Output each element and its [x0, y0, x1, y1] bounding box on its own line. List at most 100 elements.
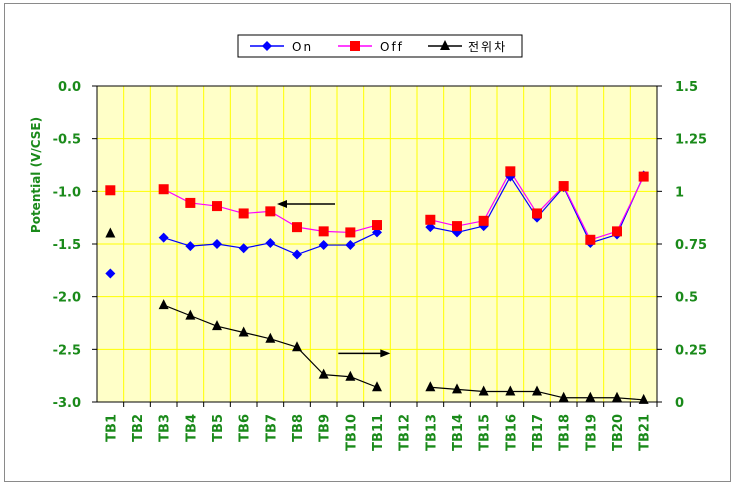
data-point-off [452, 221, 462, 232]
data-point-diff [185, 309, 196, 320]
data-point-diff [612, 391, 622, 402]
series-line-on [350, 231, 378, 246]
data-point-diff [452, 383, 462, 394]
series-line-diff [323, 374, 351, 378]
data-point-on [105, 268, 116, 279]
series-line-on [216, 243, 244, 249]
data-point-diff [345, 370, 356, 381]
y-axis-title: Potential (V/CSE) [29, 117, 43, 233]
data-point-diff [292, 341, 302, 352]
series-line-diff [270, 338, 298, 348]
legend-label-off: Off [380, 40, 404, 54]
data-point-on [318, 240, 329, 251]
series-line-on [163, 237, 191, 247]
y2-tick-label: 1 [675, 185, 684, 200]
x-tick-label: TB10 [344, 414, 359, 451]
data-point-diff [238, 326, 249, 337]
data-point-diff [318, 368, 329, 379]
arrow-left-head [277, 199, 287, 208]
y2-tick-label: 0.25 [675, 343, 707, 358]
x-tick-label: TB6 [238, 414, 253, 442]
arrow-right-head [380, 349, 391, 358]
y-tick-label: -2.0 [53, 291, 81, 306]
x-tick-label: TB5 [211, 414, 226, 442]
legend-marker-off [350, 41, 360, 51]
x-tick-label: TB14 [451, 414, 466, 451]
data-point-on [238, 243, 249, 254]
data-point-diff [372, 381, 382, 392]
series-line-on [296, 244, 324, 256]
series-line-diff [616, 397, 644, 401]
data-point-diff [105, 227, 116, 238]
x-tick-label: TB8 [291, 414, 306, 442]
legend-label-diff: 전위차 [468, 40, 507, 54]
series-line-off [509, 170, 538, 214]
series-line-on [456, 225, 484, 233]
data-point-off [158, 184, 169, 195]
series-line-off [616, 176, 645, 232]
data-point-on [212, 239, 222, 249]
data-point-off [638, 171, 649, 182]
x-tick-label: TB12 [398, 414, 413, 451]
x-tick-label: TB3 [158, 414, 173, 442]
data-point-off [265, 206, 276, 217]
series-line-diff [216, 325, 244, 334]
data-point-off [212, 201, 222, 212]
data-point-diff [585, 391, 596, 402]
series-line-on [243, 242, 271, 249]
x-tick-label: TB4 [184, 414, 199, 442]
y2-tick-label: 1.25 [675, 133, 707, 148]
x-tick-label: TB16 [504, 414, 519, 451]
series-line-diff [243, 331, 271, 340]
series-line-diff [163, 304, 191, 317]
data-point-off [425, 214, 436, 225]
data-point-diff [638, 393, 649, 404]
x-tick-label: TB11 [371, 414, 386, 451]
data-point-off [185, 197, 196, 208]
data-point-diff [425, 381, 436, 392]
data-point-off [532, 208, 542, 219]
data-point-off [105, 185, 116, 196]
data-point-diff [265, 332, 276, 343]
x-tick-label: TB17 [531, 414, 546, 451]
y-tick-label: -2.5 [53, 343, 81, 358]
data-point-off [505, 166, 516, 177]
x-tick-label: TB13 [424, 414, 439, 451]
y-tick-label: 0.0 [58, 80, 81, 95]
series-line-on [563, 186, 591, 244]
y-tick-label: -1.0 [53, 185, 81, 200]
series-line-diff [296, 346, 325, 376]
data-point-off [612, 226, 622, 237]
x-tick-label: TB21 [638, 414, 653, 451]
data-point-diff [212, 320, 222, 331]
series-line-diff [536, 390, 564, 399]
y2-tick-label: 0.5 [675, 291, 698, 306]
data-point-off [372, 220, 382, 231]
data-point-diff [532, 385, 542, 396]
data-point-off [478, 215, 489, 226]
y-tick-label: -0.5 [53, 133, 81, 148]
legend-box [237, 34, 523, 58]
series-line-on [430, 226, 458, 234]
x-tick-label: TB19 [584, 414, 599, 451]
series-line-diff [190, 315, 218, 327]
data-point-diff [505, 385, 516, 396]
data-point-on [292, 249, 302, 260]
data-point-off [238, 208, 249, 219]
series-line-diff [430, 386, 458, 390]
data-point-off [585, 234, 596, 245]
series-line-on [270, 242, 298, 256]
y2-tick-label: 1.5 [675, 80, 698, 95]
series-line-diff [456, 388, 484, 393]
data-point-on [345, 240, 356, 251]
legend-label-on: On [292, 40, 313, 54]
series-line-diff [350, 376, 378, 388]
data-point-off [345, 227, 356, 238]
x-tick-label: TB7 [264, 414, 279, 442]
data-point-diff [478, 385, 489, 396]
legend-marker-diff [440, 40, 450, 50]
data-point-on [158, 232, 169, 243]
y-tick-label: -3.0 [53, 396, 81, 411]
legend: On Off 전위차 [237, 34, 523, 58]
